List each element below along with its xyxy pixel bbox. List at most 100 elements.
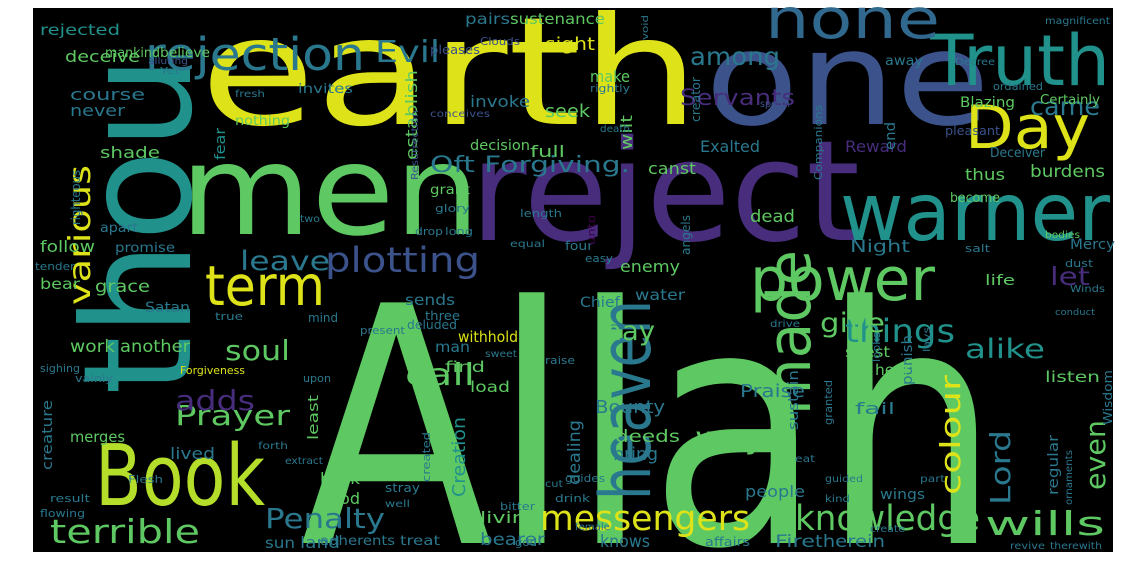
word: granted bbox=[822, 380, 835, 425]
word: raise bbox=[545, 354, 575, 367]
background bbox=[33, 8, 1113, 552]
word: Deceiver bbox=[990, 146, 1046, 161]
word: Satan bbox=[145, 300, 190, 316]
word: enemy bbox=[620, 257, 680, 276]
word: conduct bbox=[1055, 308, 1096, 318]
word: pleasant bbox=[945, 124, 1000, 138]
word: unto bbox=[585, 215, 598, 245]
word: sperm bbox=[760, 99, 790, 110]
word: mankind bbox=[105, 46, 160, 61]
word: Clouds bbox=[480, 35, 520, 48]
word: decision bbox=[470, 138, 530, 154]
word: man bbox=[435, 338, 470, 356]
word: way bbox=[695, 421, 765, 456]
word: sun bbox=[265, 534, 295, 552]
word: Decree bbox=[955, 57, 995, 68]
word: revive bbox=[1010, 541, 1045, 552]
word: Lord bbox=[984, 430, 1017, 505]
word: Resurrection bbox=[410, 110, 421, 180]
word: adherents bbox=[320, 534, 395, 549]
word: Praise bbox=[740, 381, 805, 402]
word: Fire bbox=[775, 532, 815, 552]
word: length bbox=[520, 207, 562, 220]
word: people bbox=[745, 482, 805, 501]
word: wings bbox=[880, 487, 925, 503]
word: forth bbox=[258, 441, 288, 452]
word: created bbox=[420, 432, 433, 482]
word: bestow bbox=[330, 461, 375, 476]
word: listen bbox=[1045, 368, 1100, 386]
word: three bbox=[425, 309, 460, 323]
word: drive bbox=[770, 319, 800, 330]
word: hear bbox=[875, 361, 911, 379]
word: nothing bbox=[235, 114, 290, 129]
word: vainly bbox=[75, 372, 114, 385]
word: things bbox=[845, 312, 955, 350]
word: alluring bbox=[148, 57, 188, 67]
word: seek bbox=[545, 101, 591, 122]
word: among bbox=[690, 42, 780, 71]
word: drink bbox=[555, 492, 591, 505]
word: establish bbox=[402, 70, 421, 160]
word: believe bbox=[160, 46, 210, 61]
word: grace bbox=[95, 277, 150, 297]
word: guided bbox=[825, 474, 863, 485]
word: dead bbox=[750, 207, 795, 227]
word: wilt bbox=[617, 115, 636, 150]
word: may bbox=[595, 316, 655, 347]
word: came bbox=[1030, 92, 1100, 121]
word: Exalted bbox=[700, 137, 760, 156]
word: away bbox=[885, 54, 923, 69]
word: invoke bbox=[470, 92, 530, 111]
word: death bbox=[600, 124, 630, 135]
word: Certainly bbox=[1040, 93, 1100, 108]
word: full bbox=[530, 142, 565, 161]
word: lived bbox=[170, 444, 215, 463]
word: true bbox=[215, 310, 243, 323]
word: magnificent bbox=[1045, 16, 1110, 27]
word: men bbox=[180, 119, 480, 264]
word: merges bbox=[70, 428, 125, 446]
word: load bbox=[470, 378, 510, 396]
word: upon bbox=[303, 372, 331, 385]
word: bearer bbox=[480, 530, 545, 550]
word: eat bbox=[795, 454, 815, 465]
word: Bounty bbox=[595, 397, 665, 418]
word: back bbox=[320, 469, 361, 488]
word: kind bbox=[825, 494, 850, 505]
word: living bbox=[480, 508, 540, 527]
word: alike bbox=[965, 334, 1045, 365]
word: punish bbox=[900, 335, 916, 385]
word: good bbox=[320, 489, 360, 508]
word: terrible bbox=[50, 512, 200, 551]
word: glory bbox=[435, 202, 471, 215]
word: Mercy bbox=[1070, 237, 1115, 253]
word: burdens bbox=[1030, 162, 1105, 182]
word: ordained bbox=[993, 80, 1043, 93]
word: easy bbox=[585, 252, 614, 265]
word: salt bbox=[965, 242, 991, 255]
word: Reward bbox=[845, 137, 907, 156]
word: rejection bbox=[145, 28, 365, 81]
word: well bbox=[385, 499, 410, 510]
word: never bbox=[70, 101, 126, 120]
word: knows bbox=[600, 532, 650, 552]
word: Servants bbox=[680, 86, 795, 111]
word: affairs bbox=[705, 535, 750, 549]
word: result bbox=[50, 492, 91, 505]
word: earth bbox=[200, 0, 700, 160]
word: sends bbox=[405, 291, 455, 309]
word: plotting bbox=[325, 241, 480, 281]
word: heaven bbox=[585, 300, 667, 500]
word: regular bbox=[1046, 435, 1062, 495]
word: rejected bbox=[40, 21, 120, 39]
word: sight bbox=[545, 34, 595, 55]
word: therein bbox=[815, 532, 885, 552]
word: various bbox=[63, 165, 98, 305]
word: sustenance bbox=[510, 10, 605, 28]
word: drop bbox=[415, 225, 443, 238]
word: god bbox=[515, 536, 537, 549]
word: pleases bbox=[430, 43, 480, 57]
word: none bbox=[765, 0, 940, 51]
